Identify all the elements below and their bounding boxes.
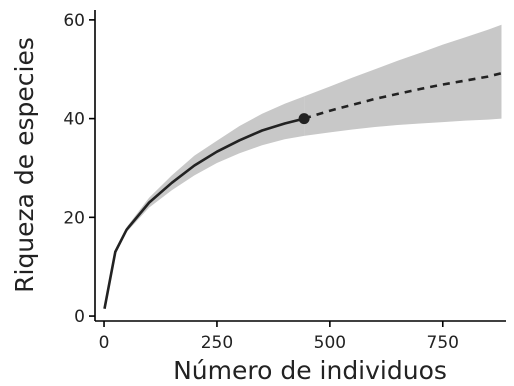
y-tick-label: 40 — [63, 110, 85, 130]
y-tick-label: 60 — [63, 11, 85, 31]
confidence-band-solid — [104, 96, 305, 309]
observed-point — [298, 113, 310, 125]
y-ticks: 0 20 40 60 — [63, 11, 95, 327]
y-tick-label: 0 — [74, 307, 85, 327]
series-line-layer — [103, 71, 502, 309]
y-axis-label: Riqueza de especies — [10, 37, 39, 293]
confidence-band-dashed — [304, 24, 502, 136]
x-tick-label: 500 — [314, 333, 346, 353]
x-tick-label: 0 — [99, 333, 110, 353]
interpolation-line — [103, 117, 305, 309]
x-tick-label: 750 — [427, 333, 459, 353]
x-ticks: 0 250 500 750 — [99, 321, 459, 353]
extrapolation-line — [303, 71, 502, 120]
x-tick-label: 250 — [201, 333, 233, 353]
confidence-band-layer — [104, 24, 502, 309]
x-axis-label: Número de individuos — [173, 356, 447, 385]
observed-point-layer — [298, 113, 310, 125]
y-tick-label: 20 — [63, 208, 85, 228]
